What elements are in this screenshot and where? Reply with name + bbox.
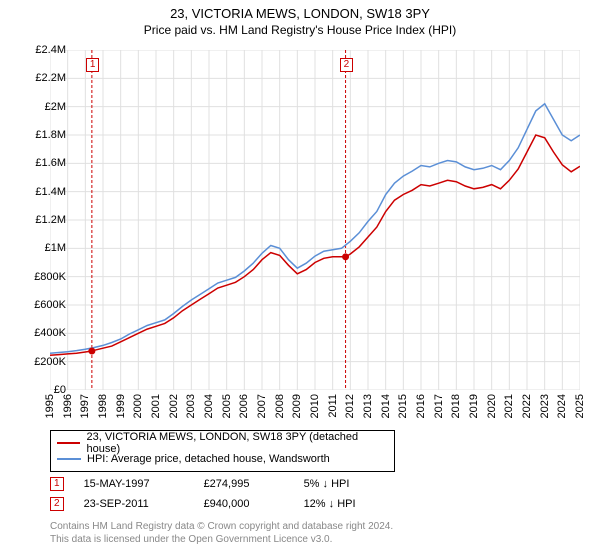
y-tick-label: £1.2M	[35, 214, 66, 226]
marker-badge: 1	[50, 477, 64, 491]
txn-pct: 12% ↓ HPI	[304, 498, 374, 510]
x-tick-label: 2018	[450, 394, 462, 418]
y-tick-label: £1.4M	[35, 186, 66, 198]
legend-label: 23, VICTORIA MEWS, LONDON, SW18 3PY (det…	[86, 431, 388, 455]
x-tick-label: 2001	[150, 394, 162, 418]
transaction-table: 1 15-MAY-1997 £274,995 5% ↓ HPI 2 23-SEP…	[50, 474, 374, 514]
x-tick-label: 2014	[380, 394, 392, 418]
table-row: 2 23-SEP-2011 £940,000 12% ↓ HPI	[50, 494, 374, 514]
y-tick-label: £600K	[34, 299, 66, 311]
x-tick-label: 2007	[256, 394, 268, 418]
down-arrow-icon: ↓	[329, 498, 335, 510]
x-tick-label: 2025	[574, 394, 586, 418]
legend-swatch	[57, 458, 81, 460]
marker-badge: 2	[50, 497, 64, 511]
x-tick-label: 2020	[486, 394, 498, 418]
x-tick-label: 2016	[415, 394, 427, 418]
x-tick-label: 1995	[44, 394, 56, 418]
subtitle: Price paid vs. HM Land Registry's House …	[0, 23, 600, 37]
x-tick-label: 1996	[62, 394, 74, 418]
x-tick-label: 2003	[185, 394, 197, 418]
footer-line: This data is licensed under the Open Gov…	[50, 533, 393, 546]
txn-price: £940,000	[204, 498, 284, 510]
y-tick-label: £800K	[34, 271, 66, 283]
x-tick-label: 2015	[397, 394, 409, 418]
txn-date: 23-SEP-2011	[84, 498, 184, 510]
x-tick-label: 2010	[309, 394, 321, 418]
footer-line: Contains HM Land Registry data © Crown c…	[50, 520, 393, 533]
y-tick-label: £400K	[34, 327, 66, 339]
x-tick-label: 2000	[132, 394, 144, 418]
txn-price: £274,995	[204, 478, 284, 490]
address-title: 23, VICTORIA MEWS, LONDON, SW18 3PY	[0, 6, 600, 21]
titles: 23, VICTORIA MEWS, LONDON, SW18 3PY Pric…	[0, 0, 600, 37]
legend: 23, VICTORIA MEWS, LONDON, SW18 3PY (det…	[50, 430, 395, 472]
y-tick-label: £2M	[45, 101, 66, 113]
table-row: 1 15-MAY-1997 £274,995 5% ↓ HPI	[50, 474, 374, 494]
event-marker-label: 2	[340, 58, 354, 72]
txn-pct: 5% ↓ HPI	[304, 478, 374, 490]
x-tick-label: 2019	[468, 394, 480, 418]
y-tick-label: £200K	[34, 356, 66, 368]
x-tick-label: 2022	[521, 394, 533, 418]
down-arrow-icon: ↓	[323, 478, 329, 490]
x-tick-label: 2012	[344, 394, 356, 418]
x-tick-label: 2013	[362, 394, 374, 418]
x-tick-label: 2004	[203, 394, 215, 418]
x-tick-label: 1997	[79, 394, 91, 418]
x-tick-label: 2005	[221, 394, 233, 418]
chart-area	[50, 50, 580, 390]
y-tick-label: £1.6M	[35, 157, 66, 169]
x-tick-label: 2011	[327, 394, 339, 418]
x-tick-label: 2008	[274, 394, 286, 418]
y-tick-label: £1M	[45, 242, 66, 254]
y-tick-label: £1.8M	[35, 129, 66, 141]
legend-label: HPI: Average price, detached house, Wand…	[87, 453, 330, 465]
x-tick-label: 2006	[238, 394, 250, 418]
footer: Contains HM Land Registry data © Crown c…	[50, 520, 393, 546]
x-tick-label: 2002	[168, 394, 180, 418]
x-tick-label: 2024	[556, 394, 568, 418]
line-chart	[50, 50, 580, 390]
x-tick-label: 1999	[115, 394, 127, 418]
event-marker-label: 1	[86, 58, 100, 72]
y-tick-label: £2.2M	[35, 72, 66, 84]
x-tick-label: 2021	[503, 394, 515, 418]
x-tick-label: 2017	[433, 394, 445, 418]
x-tick-label: 1998	[97, 394, 109, 418]
x-tick-label: 2009	[291, 394, 303, 418]
legend-swatch	[57, 442, 80, 444]
txn-date: 15-MAY-1997	[84, 478, 184, 490]
y-tick-label: £2.4M	[35, 44, 66, 56]
x-tick-label: 2023	[539, 394, 551, 418]
legend-item-price: 23, VICTORIA MEWS, LONDON, SW18 3PY (det…	[57, 435, 388, 451]
chart-container: 23, VICTORIA MEWS, LONDON, SW18 3PY Pric…	[0, 0, 600, 560]
